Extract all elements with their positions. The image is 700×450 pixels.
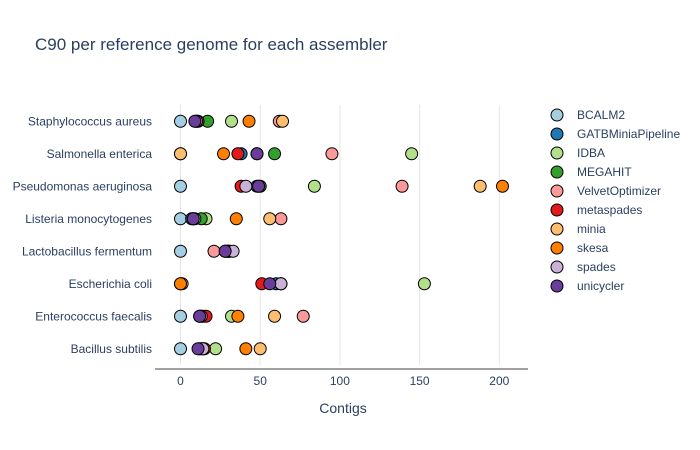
legend-marker	[550, 203, 564, 217]
data-point[interactable]	[207, 244, 221, 258]
data-point[interactable]	[231, 309, 245, 323]
data-point[interactable]	[188, 114, 202, 128]
data-point[interactable]	[276, 114, 290, 128]
x-tick-label: 150	[410, 374, 430, 388]
legend-marker	[550, 184, 564, 198]
y-category-label: Salmonella enterica	[47, 147, 153, 161]
data-point[interactable]	[191, 342, 205, 356]
legend-marker	[550, 165, 564, 179]
data-point[interactable]	[193, 309, 207, 323]
legend-label: skesa	[577, 241, 609, 255]
y-category-label: Enterococcus faecalis	[35, 309, 152, 323]
data-point[interactable]	[174, 114, 188, 128]
legend-label: IDBA	[577, 146, 605, 160]
data-point[interactable]	[174, 342, 188, 356]
data-point[interactable]	[239, 179, 253, 193]
data-point[interactable]	[473, 179, 487, 193]
legend-label: GATBMiniaPipeline	[577, 127, 680, 141]
data-point[interactable]	[174, 277, 188, 291]
data-point[interactable]	[253, 342, 267, 356]
legend-item[interactable]: MEGAHIT	[550, 165, 632, 179]
data-point[interactable]	[218, 244, 232, 258]
data-point[interactable]	[395, 179, 409, 193]
data-point[interactable]	[263, 212, 277, 226]
data-point[interactable]	[186, 212, 200, 226]
data-point[interactable]	[268, 309, 282, 323]
legend-label: BCALM2	[577, 108, 625, 122]
data-point[interactable]	[325, 147, 339, 161]
y-category-label: Pseudomonas aeruginosa	[13, 179, 153, 193]
legend-item[interactable]: minia	[550, 222, 606, 236]
data-point[interactable]	[274, 277, 288, 291]
x-tick-label: 200	[489, 374, 509, 388]
legend-marker	[550, 108, 564, 122]
legend-label: spades	[577, 260, 616, 274]
data-point[interactable]	[174, 179, 188, 193]
legend-label: unicycler	[577, 279, 624, 293]
x-tick-label: 100	[330, 374, 350, 388]
data-point[interactable]	[417, 277, 431, 291]
data-point[interactable]	[252, 179, 266, 193]
data-point[interactable]	[307, 179, 321, 193]
data-point[interactable]	[174, 244, 188, 258]
x-tick-label: 50	[254, 374, 268, 388]
legend-marker	[550, 127, 564, 141]
y-category-label: Bacillus subtilis	[71, 342, 152, 356]
data-point[interactable]	[231, 147, 245, 161]
legend-item[interactable]: IDBA	[550, 146, 605, 160]
grid-layer	[180, 105, 500, 365]
data-point[interactable]	[250, 147, 264, 161]
data-point[interactable]	[495, 179, 509, 193]
data-point[interactable]	[174, 309, 188, 323]
data-point[interactable]	[296, 309, 310, 323]
x-axis-title: Contigs	[319, 400, 366, 416]
points-layer	[174, 114, 509, 356]
data-point[interactable]	[242, 114, 256, 128]
y-category-label: Escherichia coli	[69, 277, 152, 291]
data-point[interactable]	[174, 212, 188, 226]
x-tick-label: 0	[177, 374, 184, 388]
legend[interactable]: BCALM2 GATBMiniaPipeline IDBA MEGAHIT Velvet…	[550, 108, 680, 293]
data-point[interactable]	[229, 212, 243, 226]
legend-marker	[550, 241, 564, 255]
legend-marker	[550, 222, 564, 236]
legend-label: MEGAHIT	[577, 165, 632, 179]
legend-marker	[550, 146, 564, 160]
data-point[interactable]	[268, 147, 282, 161]
y-category-label: Staphylococcus aureus	[28, 114, 152, 128]
legend-label: VelvetOptimizer	[577, 184, 661, 198]
y-category-label: Listeria monocytogenes	[25, 212, 152, 226]
legend-item[interactable]: metaspades	[550, 203, 642, 217]
y-category-label: Lactobacillus fermentum	[22, 244, 152, 258]
legend-item[interactable]: BCALM2	[550, 108, 625, 122]
chart-title: C90 per reference genome for each assemb…	[35, 35, 388, 54]
data-point[interactable]	[239, 342, 253, 356]
data-point[interactable]	[263, 277, 277, 291]
data-point[interactable]	[174, 147, 188, 161]
axis-layer: 0 50 100 150 200 Staphylococcus aureus Salmone…	[13, 114, 528, 388]
data-point[interactable]	[274, 212, 288, 226]
legend-marker	[550, 279, 564, 293]
legend-item[interactable]: VelvetOptimizer	[550, 184, 661, 198]
data-point[interactable]	[209, 342, 223, 356]
data-point[interactable]	[225, 114, 239, 128]
legend-item[interactable]: unicycler	[550, 279, 624, 293]
legend-marker	[550, 260, 564, 274]
data-point[interactable]	[405, 147, 419, 161]
legend-item[interactable]: GATBMiniaPipeline	[550, 127, 680, 141]
data-point[interactable]	[217, 147, 231, 161]
legend-label: metaspades	[577, 203, 642, 217]
legend-item[interactable]: spades	[550, 260, 616, 274]
legend-label: minia	[577, 222, 606, 236]
legend-item[interactable]: skesa	[550, 241, 609, 255]
